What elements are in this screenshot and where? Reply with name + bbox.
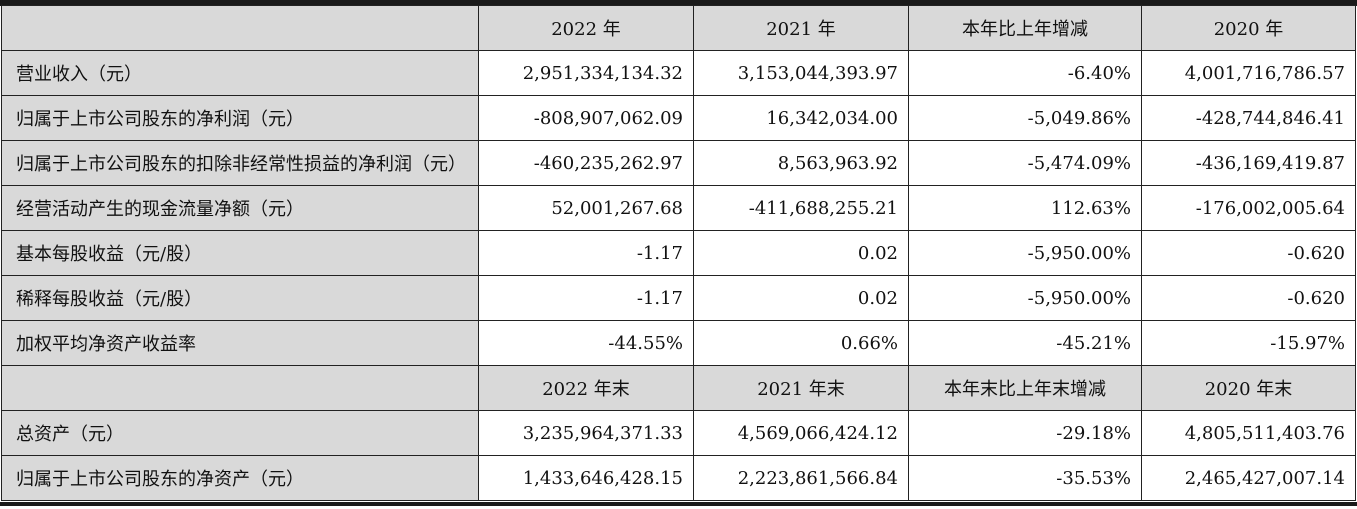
cell-value: 3,235,964,371.33 bbox=[478, 410, 694, 456]
header-row-year-end: 2022 年末 2021 年末 本年末比上年末增减 2020 年末 bbox=[1, 365, 1356, 411]
cell-value: -29.18% bbox=[908, 410, 1142, 456]
row-label: 总资产（元） bbox=[1, 410, 479, 456]
cell-value: 0.02 bbox=[693, 230, 909, 276]
cell-value: -1.17 bbox=[478, 275, 694, 321]
table-row: 总资产（元） 3,235,964,371.33 4,569,066,424.12… bbox=[1, 410, 1356, 456]
row-label: 营业收入（元） bbox=[1, 50, 479, 96]
table-row: 归属于上市公司股东的扣除非经常性损益的净利润（元） -460,235,262.9… bbox=[1, 140, 1356, 186]
header-yoy-change-end: 本年末比上年末增减 bbox=[908, 365, 1142, 411]
table-row: 稀释每股收益（元/股） -1.17 0.02 -5,950.00% -0.620 bbox=[1, 275, 1356, 321]
cell-value: 4,569,066,424.12 bbox=[693, 410, 909, 456]
header-yoy-change: 本年比上年增减 bbox=[908, 5, 1142, 51]
cell-value: 52,001,267.68 bbox=[478, 185, 694, 231]
cell-value: 2,951,334,134.32 bbox=[478, 50, 694, 96]
cell-value: 112.63% bbox=[908, 185, 1142, 231]
table-row: 归属于上市公司股东的净利润（元） -808,907,062.09 16,342,… bbox=[1, 95, 1356, 141]
cell-value: 4,805,511,403.76 bbox=[1141, 410, 1356, 456]
cell-value: -44.55% bbox=[478, 320, 694, 366]
cell-value: -428,744,846.41 bbox=[1141, 95, 1356, 141]
header-corner bbox=[1, 5, 479, 51]
cell-value: 0.66% bbox=[693, 320, 909, 366]
header-row-annual: 2022 年 2021 年 本年比上年增减 2020 年 bbox=[1, 5, 1356, 51]
row-label: 归属于上市公司股东的净资产（元） bbox=[1, 455, 479, 501]
cell-value: -15.97% bbox=[1141, 320, 1356, 366]
cell-value: -411,688,255.21 bbox=[693, 185, 909, 231]
cell-value: -808,907,062.09 bbox=[478, 95, 694, 141]
header-corner bbox=[1, 365, 479, 411]
cell-value: 4,001,716,786.57 bbox=[1141, 50, 1356, 96]
cell-value: -5,950.00% bbox=[908, 230, 1142, 276]
top-border bbox=[0, 0, 1357, 6]
table-row: 营业收入（元） 2,951,334,134.32 3,153,044,393.9… bbox=[1, 50, 1356, 96]
cell-value: -35.53% bbox=[908, 455, 1142, 501]
financial-summary-table: 2022 年 2021 年 本年比上年增减 2020 年 营业收入（元） 2,9… bbox=[1, 5, 1356, 501]
cell-value: -0.620 bbox=[1141, 275, 1356, 321]
cell-value: -460,235,262.97 bbox=[478, 140, 694, 186]
cell-value: 1,433,646,428.15 bbox=[478, 455, 694, 501]
bottom-border bbox=[0, 502, 1357, 506]
cell-value: -5,049.86% bbox=[908, 95, 1142, 141]
header-2021-end: 2021 年末 bbox=[693, 365, 909, 411]
cell-value: -45.21% bbox=[908, 320, 1142, 366]
cell-value: 16,342,034.00 bbox=[693, 95, 909, 141]
table-row: 归属于上市公司股东的净资产（元） 1,433,646,428.15 2,223,… bbox=[1, 455, 1356, 501]
cell-value: -436,169,419.87 bbox=[1141, 140, 1356, 186]
header-2022-end: 2022 年末 bbox=[478, 365, 694, 411]
table-row: 基本每股收益（元/股） -1.17 0.02 -5,950.00% -0.620 bbox=[1, 230, 1356, 276]
cell-value: 8,563,963.92 bbox=[693, 140, 909, 186]
cell-value: 3,153,044,393.97 bbox=[693, 50, 909, 96]
header-2020: 2020 年 bbox=[1141, 5, 1356, 51]
cell-value: 2,465,427,007.14 bbox=[1141, 455, 1356, 501]
cell-value: -1.17 bbox=[478, 230, 694, 276]
row-label: 经营活动产生的现金流量净额（元） bbox=[1, 185, 479, 231]
cell-value: 2,223,861,566.84 bbox=[693, 455, 909, 501]
cell-value: -176,002,005.64 bbox=[1141, 185, 1356, 231]
header-2021: 2021 年 bbox=[693, 5, 909, 51]
cell-value: 0.02 bbox=[693, 275, 909, 321]
row-label: 归属于上市公司股东的净利润（元） bbox=[1, 95, 479, 141]
cell-value: -5,950.00% bbox=[908, 275, 1142, 321]
table-row: 加权平均净资产收益率 -44.55% 0.66% -45.21% -15.97% bbox=[1, 320, 1356, 366]
header-2022: 2022 年 bbox=[478, 5, 694, 51]
row-label: 加权平均净资产收益率 bbox=[1, 320, 479, 366]
table-row: 经营活动产生的现金流量净额（元） 52,001,267.68 -411,688,… bbox=[1, 185, 1356, 231]
cell-value: -6.40% bbox=[908, 50, 1142, 96]
row-label: 基本每股收益（元/股） bbox=[1, 230, 479, 276]
header-2020-end: 2020 年末 bbox=[1141, 365, 1356, 411]
cell-value: -0.620 bbox=[1141, 230, 1356, 276]
row-label: 稀释每股收益（元/股） bbox=[1, 275, 479, 321]
row-label: 归属于上市公司股东的扣除非经常性损益的净利润（元） bbox=[1, 140, 479, 186]
cell-value: -5,474.09% bbox=[908, 140, 1142, 186]
